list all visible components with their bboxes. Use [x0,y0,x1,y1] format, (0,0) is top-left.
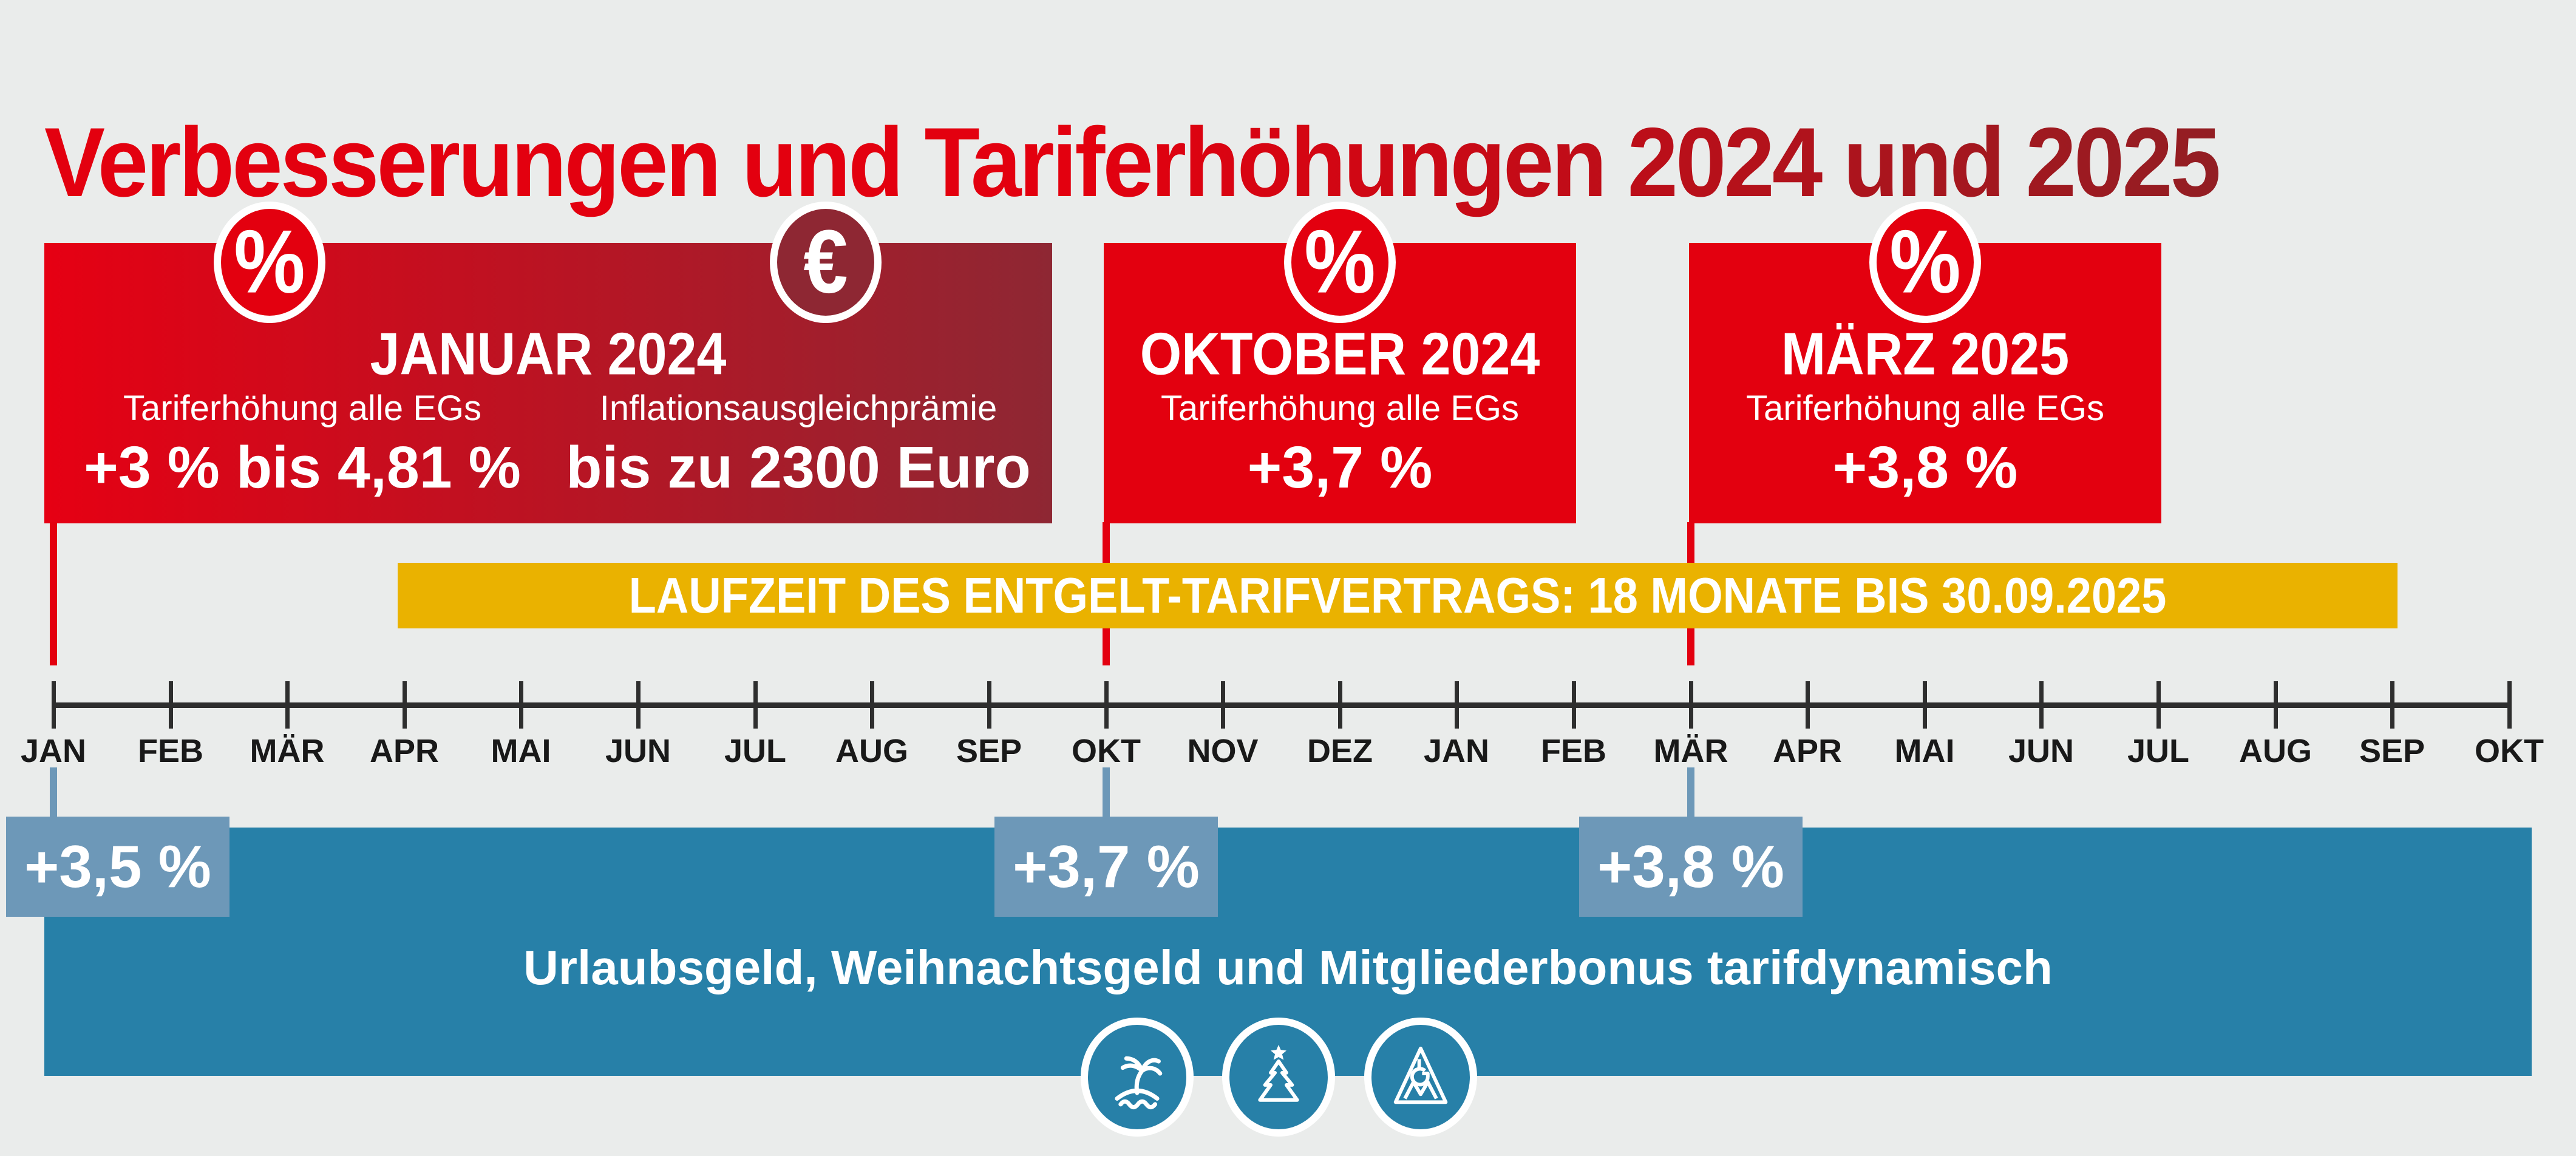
month-label: DEZ [1307,733,1373,769]
event-column-label: Tariferhöhung alle EGs [123,389,481,428]
month-label: MÄR [1653,733,1728,769]
timeline-axis [53,702,2509,708]
event-box-januar-2024 [44,243,1052,523]
blue-connector-jan-2024 [50,767,57,826]
month-label: JUL [2127,733,2189,769]
month-label: JAN [1423,733,1490,769]
duration-bar: LAUFZEIT DES ENTGELT-TARIFVERTRAGS: 18 M… [398,563,2398,628]
timeline-tick [519,681,523,729]
timeline-tick [2274,681,2278,729]
event-column-label: Tariferhöhung alle EGs [1746,389,2104,428]
band-percentage-badge: +3,7 % [994,817,1218,917]
timeline-tick [870,681,874,729]
timeline-tick [52,681,56,729]
timeline-tick [636,681,641,729]
month-label: NOV [1187,733,1259,769]
month-label: APR [1772,733,1842,769]
ig-metall-logo-icon [1364,1018,1477,1137]
month-label: OKT [1072,733,1141,769]
duration-bar-label: LAUFZEIT DES ENTGELT-TARIFVERTRAGS: 18 M… [628,566,2167,624]
event-column-label: Inflationsausgleichprämie [599,389,997,428]
event-heading: OKTOBER 2024 [1140,319,1540,387]
blue-connector-okt-2024 [1103,767,1110,826]
timeline-tick [1338,681,1342,729]
event-heading: MÄRZ 2025 [1781,319,2070,387]
month-label: SEP [2359,733,2425,769]
timeline-tick [1455,681,1459,729]
timeline-tick [2156,681,2161,729]
red-connector-jan-2024 [50,522,57,665]
timeline-tick [1221,681,1225,729]
percent-glyph: % [234,211,305,311]
band-percentage-badge: +3,8 % [1579,817,1803,917]
band-benefits-text: Urlaubsgeld, Weihnachtsgeld und Mitglied… [523,940,2053,994]
timeline-tick [1572,681,1576,729]
month-label: JUN [605,733,671,769]
month-label: FEB [1541,733,1606,769]
timeline-tick [285,681,290,729]
timeline-tick [753,681,758,729]
euro-glyph: € [803,211,848,311]
month-label: JAN [20,733,87,769]
event-heading: JANUAR 2024 [370,319,727,387]
band-percentage-badge: +3,5 % [6,817,229,917]
month-label: MAI [491,733,551,769]
month-label: APR [369,733,439,769]
month-label: SEP [956,733,1022,769]
event-column-value: +3,7 % [1247,434,1433,500]
event-column-value: +3 % bis 4,81 % [84,434,521,500]
month-label: JUL [724,733,786,769]
month-label: MAI [1894,733,1955,769]
event-column-label: Tariferhöhung alle EGs [1161,389,1519,428]
percent-icon: % [1869,202,1981,323]
page-title: Verbesserungen und Tariferhöhungen 2024 … [44,106,2534,218]
month-label: AUG [2239,733,2312,769]
month-label: MÄR [250,733,325,769]
blue-connector-maer-2025 [1687,767,1694,826]
timeline-tick [2507,681,2512,729]
percent-glyph: % [1304,211,1376,311]
palm-island-icon [1081,1018,1194,1137]
percent-icon: % [1284,202,1396,323]
month-label: FEB [138,733,203,769]
month-label: OKT [2475,733,2544,769]
timeline-tick [2390,681,2394,729]
timeline-tick [987,681,991,729]
timeline-tick [1923,681,1927,729]
month-label: AUG [835,733,908,769]
event-column-value: bis zu 2300 Euro [566,434,1031,500]
percent-icon: % [214,202,325,323]
month-label: JUN [2008,733,2075,769]
event-column-value: +3,8 % [1832,434,2018,500]
timeline-tick [1806,681,1810,729]
timeline-tick [2039,681,2044,729]
euro-icon: € [770,202,882,323]
timeline-tick [1104,681,1109,729]
timeline-tick [403,681,407,729]
timeline-tick [1689,681,1693,729]
timeline-tick [169,681,173,729]
christmas-tree-icon [1222,1018,1335,1137]
percent-glyph: % [1889,211,1961,311]
